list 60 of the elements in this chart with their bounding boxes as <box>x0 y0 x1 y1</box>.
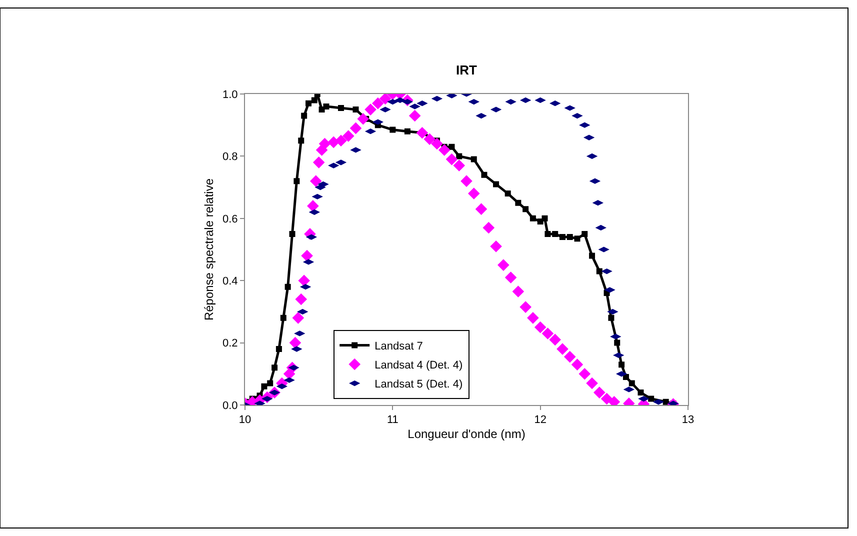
point <box>261 383 268 390</box>
chart-title: IRT <box>456 62 478 78</box>
point <box>470 156 477 162</box>
point <box>515 200 522 206</box>
point <box>582 230 588 237</box>
y-tick-label: 0.4 <box>222 275 238 288</box>
point <box>280 314 286 321</box>
point <box>628 380 635 386</box>
point <box>390 126 396 133</box>
legend-label: Landsat 5 (Det. 4) <box>374 378 463 391</box>
y-tick-label: 1.0 <box>222 88 238 101</box>
x-tick-label: 10 <box>238 414 252 426</box>
y-tick-label: 0.8 <box>222 151 238 164</box>
point <box>614 340 620 346</box>
point <box>622 374 629 380</box>
point <box>323 103 330 110</box>
point <box>542 215 548 222</box>
point <box>648 396 654 402</box>
point <box>272 364 278 371</box>
point <box>596 268 602 274</box>
y-axis-title: Réponse spectrale relative <box>202 178 216 321</box>
x-axis-title: Longueur d'onde (nm) <box>408 427 526 442</box>
point <box>530 215 536 222</box>
x-tick-label: 12 <box>534 414 546 426</box>
point <box>448 144 455 150</box>
point <box>566 234 573 240</box>
point <box>522 206 529 212</box>
point <box>352 106 359 113</box>
point <box>504 190 511 197</box>
point <box>311 97 318 104</box>
point <box>493 181 500 188</box>
point <box>404 128 410 134</box>
point <box>638 390 644 396</box>
point <box>289 230 296 237</box>
point <box>662 398 669 405</box>
x-tick-label: 11 <box>386 414 398 426</box>
point <box>559 234 566 240</box>
y-tick-label: 0.0 <box>222 400 238 412</box>
point <box>618 362 625 368</box>
point <box>608 314 614 321</box>
legend-label: Landsat 7 <box>374 340 423 353</box>
point <box>574 236 580 242</box>
y-tick-label: 0.2 <box>222 338 238 350</box>
point <box>552 230 558 237</box>
point <box>301 112 308 119</box>
point <box>589 252 596 259</box>
point <box>537 218 544 225</box>
legend-label: Landsat 4 (Det. 4) <box>374 360 463 372</box>
point <box>544 230 551 237</box>
point <box>481 172 488 178</box>
x-tick-label: 13 <box>682 414 694 426</box>
point <box>294 178 300 184</box>
point <box>456 153 462 160</box>
point <box>267 380 274 386</box>
point <box>298 138 304 144</box>
point <box>338 105 344 111</box>
point <box>284 284 291 290</box>
point <box>306 100 312 106</box>
y-tick-label: 0.6 <box>222 213 238 226</box>
point <box>276 346 282 352</box>
